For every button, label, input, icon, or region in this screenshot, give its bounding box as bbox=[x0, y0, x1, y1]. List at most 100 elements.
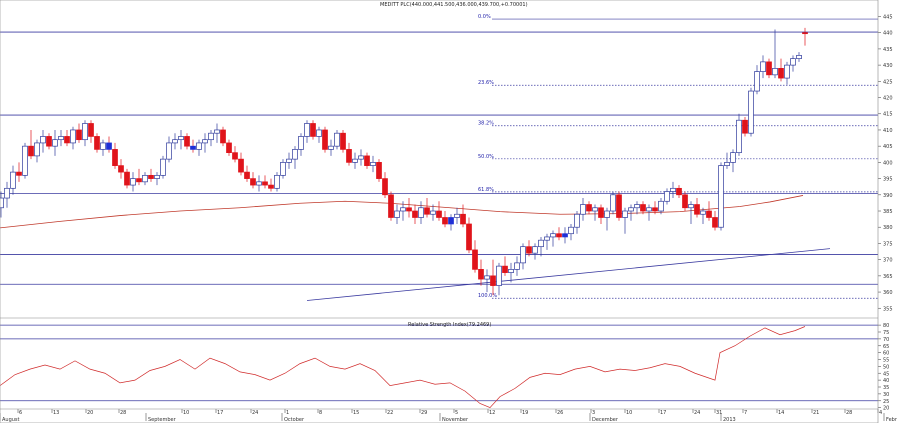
price-axis-label: 395 bbox=[883, 177, 893, 183]
rsi-axis-label: 65 bbox=[883, 344, 889, 350]
price-axis-label: 420 bbox=[883, 96, 893, 102]
price-axis-label: 430 bbox=[883, 63, 893, 69]
candle-body bbox=[694, 204, 700, 215]
candle-body bbox=[568, 226, 574, 235]
candle-body bbox=[400, 207, 406, 212]
candle-body bbox=[802, 32, 808, 35]
candle-body bbox=[274, 174, 280, 189]
candle-body bbox=[718, 165, 724, 228]
support-trendline bbox=[306, 248, 831, 301]
candle-body bbox=[448, 217, 454, 225]
candle-body bbox=[52, 139, 58, 147]
candle-body bbox=[502, 265, 508, 273]
candle-body bbox=[484, 275, 490, 280]
candle-body bbox=[382, 178, 388, 196]
rsi-axis-label: 35 bbox=[883, 385, 889, 391]
candle-body bbox=[124, 171, 130, 186]
candle-body bbox=[304, 123, 310, 137]
candle-body bbox=[766, 61, 772, 76]
candle-body bbox=[244, 171, 250, 179]
date-axis-day-label: 15 bbox=[353, 410, 359, 416]
candle-body bbox=[358, 155, 364, 160]
candle-body bbox=[184, 136, 190, 147]
candle-body bbox=[100, 142, 106, 150]
candle-body bbox=[256, 181, 262, 186]
candle-body bbox=[328, 145, 334, 150]
candle-body bbox=[106, 142, 112, 150]
candle-body bbox=[712, 217, 718, 228]
candle-body bbox=[580, 204, 586, 215]
candle-body bbox=[454, 213, 460, 218]
date-axis-month-label: December bbox=[592, 417, 619, 423]
candle-body bbox=[238, 158, 244, 173]
candle-body bbox=[652, 207, 658, 212]
price-axis-label: 435 bbox=[883, 47, 893, 53]
candle-body bbox=[280, 162, 286, 176]
candle-body bbox=[370, 162, 376, 166]
candle-body bbox=[160, 158, 166, 176]
candle-body bbox=[706, 210, 712, 218]
candle-body bbox=[64, 136, 70, 144]
rsi-axis-label: 50 bbox=[883, 364, 889, 370]
candle-body bbox=[490, 275, 496, 286]
rsi-axis-label: 70 bbox=[883, 337, 889, 343]
candle-body bbox=[112, 149, 118, 166]
candle-body bbox=[118, 165, 124, 173]
candle-body bbox=[424, 207, 430, 215]
candle-body bbox=[646, 207, 652, 212]
price-axis-label: 380 bbox=[883, 225, 893, 231]
candle-body bbox=[88, 123, 94, 137]
candle-body bbox=[94, 136, 100, 150]
candle-body bbox=[388, 194, 394, 218]
candle-body bbox=[586, 204, 592, 212]
date-axis-day-label: 28 bbox=[846, 410, 852, 416]
candle-body bbox=[298, 136, 304, 150]
candle-body bbox=[496, 265, 502, 286]
candle-body bbox=[598, 207, 604, 218]
candle-body bbox=[226, 142, 232, 154]
candle-body bbox=[4, 187, 10, 199]
candle-body bbox=[34, 142, 40, 157]
candle-body bbox=[640, 204, 646, 212]
date-axis-day-label: 13 bbox=[53, 410, 59, 416]
date-axis-day-label: 20 bbox=[87, 410, 93, 416]
candle-body bbox=[172, 139, 178, 144]
date-axis-day-label: 4 bbox=[879, 410, 882, 416]
candle-body bbox=[412, 210, 418, 218]
candle-body bbox=[628, 207, 634, 212]
candle-body bbox=[406, 207, 412, 212]
date-axis-day-label: 22 bbox=[387, 410, 393, 416]
candle-body bbox=[76, 129, 82, 141]
candle-body bbox=[310, 123, 316, 137]
candle-body bbox=[736, 119, 742, 154]
date-axis-day-label: 1 bbox=[286, 410, 289, 416]
candle-body bbox=[268, 184, 274, 189]
fib-level-label: 50.0% bbox=[478, 154, 494, 160]
candle-body bbox=[394, 210, 400, 218]
price-axis-label: 370 bbox=[883, 258, 893, 264]
fib-level-label: 23.6% bbox=[478, 80, 494, 86]
fib-level-label: 0.0% bbox=[478, 14, 491, 20]
date-axis-month-label: November bbox=[442, 417, 469, 423]
price-axis-label: 425 bbox=[883, 79, 893, 85]
candle-body bbox=[544, 236, 550, 241]
date-axis-day-label: 6 bbox=[19, 410, 22, 416]
candle-body bbox=[796, 55, 802, 59]
date-axis-day-label: 17 bbox=[660, 410, 666, 416]
date-axis-day-label: 29 bbox=[421, 410, 427, 416]
candle-body bbox=[550, 233, 556, 238]
date-axis-day-label: 14 bbox=[778, 410, 784, 416]
candle-body bbox=[634, 204, 640, 209]
candle-body bbox=[346, 149, 352, 163]
candle-body bbox=[202, 139, 208, 144]
date-axis-month-label: Febr bbox=[886, 417, 898, 423]
candle-body bbox=[784, 64, 790, 79]
candle-body bbox=[214, 129, 220, 134]
rsi-axis-label: 40 bbox=[883, 378, 889, 384]
candle-body bbox=[22, 145, 28, 176]
candle-body bbox=[82, 123, 88, 141]
candle-body bbox=[316, 129, 322, 137]
candle-body bbox=[208, 132, 214, 141]
candle-body bbox=[610, 194, 616, 212]
rsi-axis-label: 20 bbox=[883, 406, 889, 412]
